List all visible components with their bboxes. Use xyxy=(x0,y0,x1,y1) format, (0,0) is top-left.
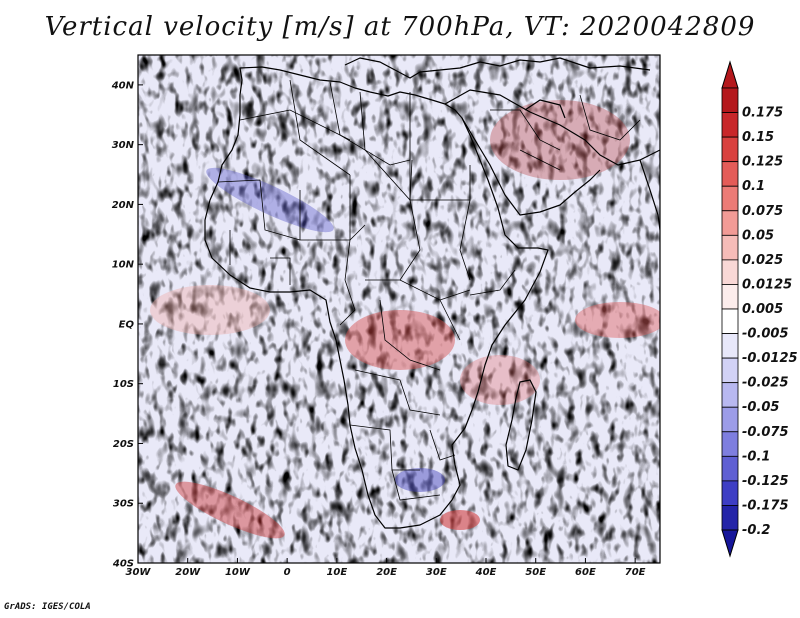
plot-frame xyxy=(137,54,661,564)
colorbar-label: -0.025 xyxy=(742,376,789,391)
colorbar: 0.175 0.15 0.125 0.1 0.075 0.05 0.025 0.0125 0.0… xyxy=(721,60,798,558)
colorbar-label: 0.0125 xyxy=(742,277,792,292)
colorbar-swatch xyxy=(721,259,739,285)
colorbar-label: -0.0125 xyxy=(742,351,798,366)
colorbar-label: 0.1 xyxy=(742,179,765,194)
colorbar-swatch xyxy=(721,333,739,359)
colorbar-swatch xyxy=(721,505,739,531)
colorbar-label: 0.125 xyxy=(742,155,783,170)
longitude-axis: 30W 20W 10W 0 10E 20E 30E 40E 50E 60E 70E xyxy=(126,558,646,578)
lat-tick-label: 30N xyxy=(112,140,135,151)
colorbar-label: 0.025 xyxy=(742,253,783,268)
grads-credit: GrADS: IGES/COLA xyxy=(4,602,91,612)
lon-tick-label: 20E xyxy=(376,567,397,578)
country-borders xyxy=(217,79,641,501)
colorbar-label: -0.2 xyxy=(742,523,770,538)
coastlines xyxy=(204,57,660,529)
colorbar-swatch xyxy=(721,210,739,236)
lat-tick-label: 20N xyxy=(112,200,135,211)
colorbar-swatch xyxy=(721,308,739,334)
lon-tick-label: 0 xyxy=(284,567,291,578)
colorbar-label: -0.1 xyxy=(742,449,770,464)
lon-tick-label: 20W xyxy=(175,567,201,578)
colorbar-label: -0.005 xyxy=(742,327,789,342)
colorbar-swatch xyxy=(721,87,739,113)
lat-tick-label: 30S xyxy=(113,499,134,510)
colorbar-swatch xyxy=(721,406,739,433)
lon-tick-label: 70E xyxy=(625,567,646,578)
colorbar-swatch xyxy=(721,112,739,138)
colorbar-label: 0.15 xyxy=(742,130,774,145)
colorbar-swatch xyxy=(721,431,739,457)
colorbar-bottom-arrow xyxy=(721,529,739,558)
colorbar-swatch xyxy=(721,136,739,163)
lat-tick-label: EQ xyxy=(119,319,135,330)
lon-tick-label: 50E xyxy=(525,567,546,578)
colorbar-swatch xyxy=(721,480,739,506)
map-title: Vertical velocity [m/s] at 700hPa, VT: 2… xyxy=(44,12,756,42)
colorbar-swatch xyxy=(721,185,739,212)
lon-tick-label: 30W xyxy=(126,567,152,578)
colorbar-swatch xyxy=(721,455,739,482)
lat-tick-label: 40N xyxy=(111,80,135,91)
colorbar-swatch xyxy=(721,161,739,187)
colorbar-label: -0.175 xyxy=(742,498,789,513)
lat-tick-label: 40S xyxy=(112,559,134,570)
lon-tick-label: 30E xyxy=(426,567,447,578)
colorbar-label: 0.005 xyxy=(742,302,783,317)
colorbar-swatch xyxy=(721,382,739,408)
lat-tick-label: 10S xyxy=(113,379,134,390)
colorbar-swatch xyxy=(721,284,739,310)
lon-tick-label: 40E xyxy=(475,567,497,578)
colorbar-label: 0.05 xyxy=(742,228,774,243)
lon-tick-label: 10W xyxy=(225,567,251,578)
colorbar-label: -0.05 xyxy=(742,400,779,415)
lat-tick-label: 10N xyxy=(112,260,135,271)
colorbar-top-arrow xyxy=(721,60,739,89)
colorbar-label: -0.075 xyxy=(742,425,789,440)
lat-tick-label: 20S xyxy=(113,439,134,450)
latitude-axis: 40N 30N 20N 10N EQ 10S 20S 30S 40S xyxy=(111,80,143,570)
colorbar-swatch xyxy=(721,357,739,384)
colorbar-label: 0.175 xyxy=(742,106,783,121)
velocity-field xyxy=(138,55,660,563)
colorbar-label: -0.125 xyxy=(742,474,789,489)
lon-tick-label: 60E xyxy=(575,567,596,578)
colorbar-label: 0.075 xyxy=(742,204,783,219)
colorbar-swatch xyxy=(721,234,739,261)
lon-tick-label: 10E xyxy=(326,567,347,578)
